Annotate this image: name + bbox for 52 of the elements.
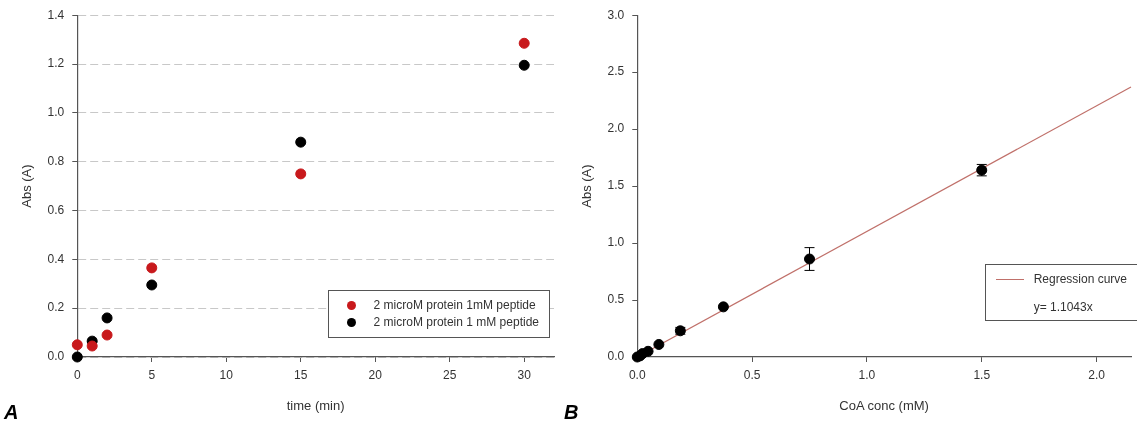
- y-tick-label: 1.5: [607, 178, 625, 193]
- y-tick-label: 0.6: [47, 202, 65, 217]
- point: [71, 351, 83, 363]
- legend-label: Regression curve: [1033, 271, 1127, 288]
- point: [101, 312, 113, 324]
- x-tick-label: 2.0: [1088, 367, 1106, 382]
- x-tick-label: 10: [219, 367, 234, 382]
- y-tick-label: 1.0: [607, 235, 625, 250]
- x-tick-label: 30: [517, 367, 532, 382]
- legend-label: 2 microM protein 1mM peptide: [373, 297, 536, 314]
- y-tick-label: 2.5: [607, 64, 625, 79]
- legend-label: 2 microM protein 1 mM peptide: [373, 314, 539, 331]
- point: [101, 329, 113, 341]
- x-axis-title: CoA conc (mM): [839, 397, 929, 413]
- y-tick-label: 0.0: [607, 349, 625, 364]
- point: [146, 279, 158, 291]
- point: [642, 345, 654, 357]
- point: [717, 301, 729, 313]
- point: [295, 136, 307, 148]
- x-tick-label: 25: [443, 367, 457, 382]
- y-axis-title: Abs (A): [19, 164, 35, 208]
- point: [804, 253, 816, 265]
- x-tick-label: 20: [368, 367, 383, 382]
- point: [71, 339, 83, 351]
- point: [86, 340, 98, 352]
- annotation: y= 1.1043x: [1032, 300, 1094, 314]
- x-tick-label: 1.5: [973, 367, 991, 382]
- y-tick-label: 1.2: [47, 56, 65, 71]
- x-tick-label: 15: [294, 367, 308, 382]
- y-tick-label: 1.0: [47, 105, 65, 120]
- y-axis-title: Abs (A): [579, 164, 595, 208]
- y-tick-label: 0.2: [47, 300, 65, 315]
- point: [146, 262, 158, 274]
- point: [653, 338, 665, 350]
- x-tick-label: 1.0: [858, 367, 876, 382]
- point: [295, 168, 307, 180]
- x-tick-label: 0: [73, 367, 81, 382]
- y-tick-label: 0.0: [47, 349, 65, 364]
- x-tick-label: 0.0: [628, 367, 646, 382]
- point: [518, 59, 530, 71]
- point: [518, 37, 530, 49]
- text: B: [564, 401, 579, 424]
- text: A: [4, 401, 19, 424]
- y-tick-label: 0.5: [607, 292, 625, 307]
- y-tick-label: 0.8: [47, 154, 65, 168]
- x-tick-label: 5: [148, 367, 156, 382]
- x-tick-label: 0.5: [743, 367, 761, 382]
- x-axis-title: time (min): [286, 397, 345, 413]
- y-tick-label: 0.4: [47, 251, 65, 266]
- y-tick-label: 1.4: [47, 7, 65, 22]
- y-tick-label: 3.0: [607, 7, 625, 22]
- y-tick-label: 2.0: [607, 121, 625, 136]
